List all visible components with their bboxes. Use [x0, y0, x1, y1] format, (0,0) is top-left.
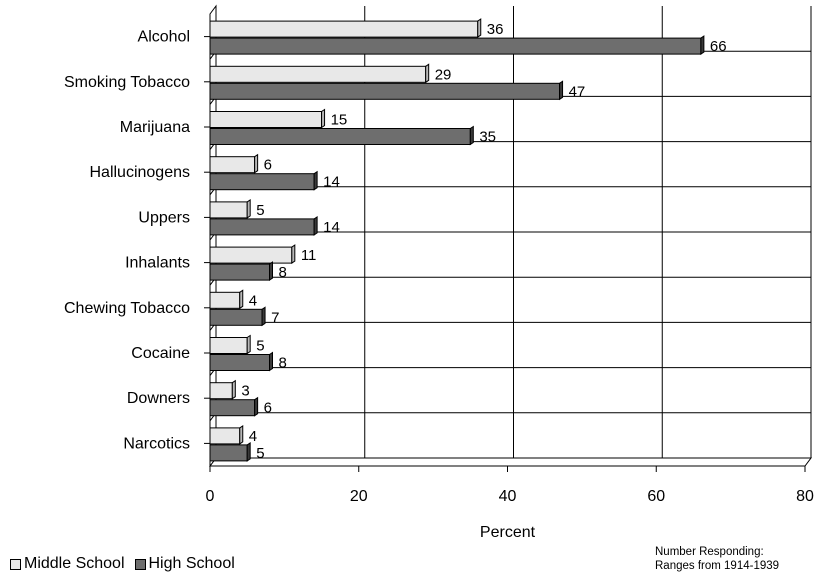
bar-middle-school-smoking-tobacco: [209, 65, 427, 83]
data-label-high-school-smoking-tobacco: 47: [569, 83, 586, 100]
category-label-smoking-tobacco: Smoking Tobacco: [64, 74, 190, 91]
bar-middle-school-cocaine: [209, 337, 248, 354]
bar-middle-school-chewing-tobacco: [209, 291, 241, 309]
bar-side-high-school-narcotics: [246, 441, 251, 462]
legend-item-middle-school: Middle School: [10, 555, 125, 573]
bar-side-middle-school-uppers: [246, 198, 251, 219]
data-label-high-school-uppers: 14: [323, 219, 340, 236]
bar-side-middle-school-downers: [231, 379, 236, 400]
bar-side-middle-school-chewing-tobacco: [239, 289, 244, 310]
x-tick-label: 20: [350, 488, 368, 505]
bar-middle-school-narcotics: [209, 427, 241, 445]
bar-side-middle-school-hallucinogens: [254, 153, 259, 174]
bar-side-high-school-cocaine: [269, 351, 273, 372]
bar-side-high-school-chewing-tobacco: [261, 306, 266, 327]
data-label-high-school-narcotics: 5: [256, 445, 264, 462]
bar-side-middle-school-alcohol: [477, 18, 482, 39]
category-label-cocaine: Cocaine: [131, 345, 190, 362]
data-label-middle-school-downers: 3: [241, 383, 249, 400]
bar-side-high-school-smoking-tobacco: [559, 80, 564, 101]
x-tick-label: 80: [796, 488, 814, 505]
data-label-middle-school-smoking-tobacco: 29: [435, 66, 452, 83]
legend-item-high-school: High School: [134, 555, 235, 573]
legend-swatch-middle-school: [10, 558, 21, 570]
legend-swatch-high-school: [134, 558, 146, 570]
plot-floor: [209, 457, 812, 467]
data-label-middle-school-uppers: 5: [256, 202, 264, 219]
category-label-inhalants: Inhalants: [125, 255, 190, 272]
data-label-high-school-inhalants: 8: [279, 264, 287, 281]
bar-middle-school-inhalants: [209, 246, 293, 264]
bar-side-middle-school-cocaine: [246, 334, 251, 355]
bar-high-school-hallucinogens: [209, 173, 315, 191]
data-label-middle-school-inhalants: 11: [301, 247, 317, 264]
data-label-middle-school-cocaine: 5: [256, 338, 264, 355]
x-tick-label: 60: [647, 488, 665, 505]
respondents-note-line1: Number Responding:: [655, 546, 764, 558]
category-label-uppers: Uppers: [138, 209, 190, 226]
bar-middle-school-marijuana: [209, 111, 323, 128]
bar-high-school-cocaine: [209, 354, 270, 371]
bar-side-high-school-alcohol: [700, 35, 705, 56]
bar-side-middle-school-marijuana: [321, 108, 326, 129]
bar-high-school-alcohol: [209, 37, 702, 55]
bar-high-school-uppers: [209, 218, 315, 236]
legend-label-high-school: High School: [148, 555, 235, 572]
category-label-alcohol: Alcohol: [138, 29, 190, 46]
category-label-downers: Downers: [127, 390, 190, 407]
data-label-high-school-alcohol: 66: [710, 38, 727, 55]
bar-side-high-school-hallucinogens: [313, 170, 318, 191]
category-label-hallucinogens: Hallucinogens: [89, 164, 190, 181]
data-label-middle-school-narcotics: 4: [249, 428, 257, 445]
data-label-high-school-hallucinogens: 14: [323, 174, 340, 191]
bar-high-school-marijuana: [209, 128, 471, 145]
bar-high-school-smoking-tobacco: [209, 82, 561, 100]
respondents-note: Number Responding: Ranges from 1914-1939: [655, 545, 779, 573]
data-label-high-school-downers: 6: [264, 400, 272, 417]
category-label-narcotics: Narcotics: [123, 435, 190, 452]
bar-side-middle-school-smoking-tobacco: [425, 63, 430, 84]
category-label-chewing-tobacco: Chewing Tobacco: [64, 300, 190, 317]
legend-label-middle-school: Middle School: [24, 555, 125, 572]
x-axis-label: Percent: [480, 524, 536, 541]
bar-side-high-school-downers: [254, 396, 259, 417]
bar-high-school-downers: [209, 399, 256, 417]
bar-side-high-school-inhalants: [269, 261, 273, 282]
bar-side-high-school-uppers: [313, 215, 318, 236]
bar-high-school-chewing-tobacco: [209, 308, 263, 326]
data-label-middle-school-marijuana: 15: [331, 112, 348, 129]
legend: Middle School High School: [10, 555, 245, 573]
bar-middle-school-alcohol: [209, 20, 479, 38]
data-label-high-school-marijuana: 35: [479, 129, 496, 146]
bar-middle-school-downers: [209, 382, 233, 400]
respondents-note-line2: Ranges from 1914-1939: [655, 560, 780, 572]
data-label-middle-school-chewing-tobacco: 4: [249, 292, 257, 309]
category-label-marijuana: Marijuana: [120, 119, 190, 136]
bar-middle-school-hallucinogens: [209, 156, 256, 174]
data-label-high-school-chewing-tobacco: 7: [271, 309, 279, 326]
x-tick-label: 40: [499, 488, 517, 505]
bar-side-middle-school-inhalants: [291, 244, 296, 265]
x-tick-label: 0: [206, 488, 215, 505]
bar-high-school-narcotics: [209, 444, 248, 462]
data-label-middle-school-hallucinogens: 6: [264, 157, 272, 174]
data-label-high-school-cocaine: 8: [279, 355, 287, 372]
bar-side-middle-school-narcotics: [239, 424, 244, 445]
bar-side-high-school-marijuana: [469, 125, 474, 146]
data-label-middle-school-alcohol: 36: [487, 21, 504, 38]
bar-high-school-inhalants: [209, 263, 270, 281]
bar-middle-school-uppers: [209, 201, 248, 219]
